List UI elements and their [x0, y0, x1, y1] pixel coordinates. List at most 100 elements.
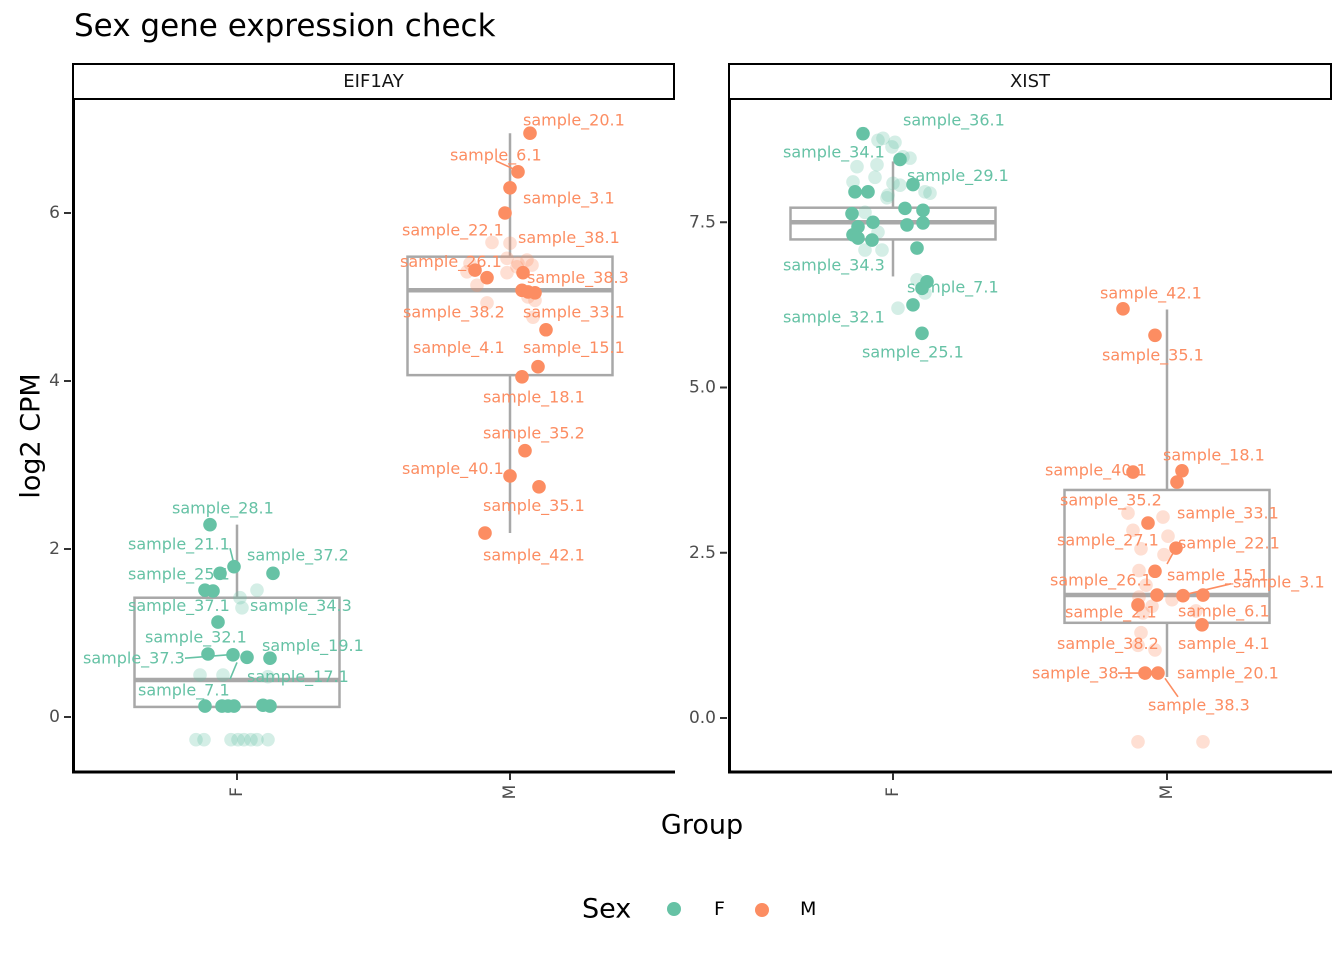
- data-point-faint: [893, 178, 907, 193]
- data-point: [518, 443, 532, 458]
- data-point-faint: [500, 265, 514, 280]
- data-point: [515, 370, 529, 384]
- data-point: [503, 181, 517, 195]
- data-point-faint: [1196, 734, 1210, 749]
- x-axis-title: Group: [660, 809, 744, 841]
- sample-label: sample_21.1: [128, 534, 230, 554]
- data-point-faint: [485, 235, 499, 250]
- sample-label: sample_37.3: [83, 649, 185, 669]
- data-point: [856, 126, 870, 141]
- data-point: [906, 298, 920, 312]
- data-point: [865, 233, 879, 247]
- data-point: [1169, 541, 1183, 555]
- data-point-faint: [918, 185, 932, 199]
- data-point-faint: [503, 236, 517, 251]
- sample-label: sample_38.1: [518, 228, 620, 248]
- y-tick-label: 7.5: [689, 212, 716, 232]
- data-point: [480, 270, 494, 285]
- data-point: [263, 699, 277, 713]
- sample-label: sample_7.1: [138, 681, 230, 701]
- sample-label: sample_40.1: [402, 459, 504, 479]
- data-point: [1195, 617, 1209, 632]
- data-point-faint: [500, 251, 514, 266]
- data-point: [1138, 666, 1152, 680]
- data-point: [1176, 588, 1190, 603]
- data-point-faint: [1139, 578, 1153, 592]
- data-point-faint: [235, 601, 249, 615]
- data-point: [845, 206, 859, 221]
- data-point-faint: [886, 176, 900, 191]
- y-tick-label: 4: [49, 371, 60, 391]
- legend-label-f: F: [714, 898, 725, 920]
- data-point-faint: [923, 186, 937, 200]
- sample-label: sample_38.1: [1032, 664, 1134, 684]
- sample-label: sample_15.1: [523, 338, 625, 358]
- y-axis-title: log2 CPM: [15, 373, 47, 499]
- sample-label: sample_37.1: [128, 596, 230, 616]
- data-point: [915, 326, 929, 341]
- sample-label: sample_2.1: [1065, 603, 1157, 623]
- sample-label: sample_25.1: [128, 565, 230, 585]
- data-point-faint: [197, 732, 211, 747]
- sample-label: sample_27.1: [1057, 531, 1159, 551]
- data-point: [893, 152, 907, 167]
- data-point-faint: [231, 732, 245, 747]
- sample-label: sample_22.1: [1178, 533, 1280, 553]
- sample-label: sample_33.1: [1177, 504, 1279, 524]
- sample-label: sample_6.1: [1178, 601, 1270, 621]
- data-point: [916, 203, 930, 218]
- x-tick-label: F: [227, 787, 247, 797]
- data-point-faint: [870, 157, 884, 172]
- data-point-faint: [888, 135, 902, 150]
- data-point: [915, 281, 929, 296]
- sample-label: sample_32.1: [145, 628, 247, 648]
- data-point: [906, 177, 920, 192]
- sample-label: sample_18.1: [483, 387, 585, 407]
- sample-label: sample_26.1: [1050, 570, 1152, 590]
- data-point-faint: [1156, 510, 1170, 524]
- data-point: [266, 566, 280, 581]
- data-point-faint: [525, 258, 539, 272]
- sample-label: sample_35.2: [483, 424, 585, 444]
- data-point: [468, 263, 482, 277]
- data-point-faint: [1157, 547, 1171, 562]
- sample-label: sample_35.1: [483, 496, 585, 516]
- sample-label: sample_28.1: [172, 498, 274, 518]
- y-tick-label: 0: [49, 707, 60, 727]
- sample-label: sample_36.1: [903, 110, 1005, 130]
- data-point: [866, 215, 880, 230]
- data-point-faint: [244, 732, 258, 747]
- box: [406, 255, 614, 377]
- sample-label: sample_33.1: [523, 303, 625, 323]
- data-point-faint: [871, 133, 885, 148]
- data-point: [1150, 588, 1164, 602]
- data-point-faint: [520, 253, 534, 267]
- y-tick-label: 0.0: [689, 708, 716, 728]
- data-point: [1170, 475, 1184, 489]
- y-tick-label: 2: [49, 539, 60, 559]
- data-point-faint: [189, 732, 203, 747]
- data-point-faint: [1161, 529, 1175, 544]
- data-point: [1131, 598, 1145, 612]
- data-point: [203, 517, 217, 532]
- data-point-faint: [1131, 638, 1145, 653]
- sample-label: sample_38.2: [1057, 634, 1159, 654]
- label-leader-line: [1164, 677, 1179, 698]
- data-point-faint: [880, 190, 894, 205]
- data-point-faint: [1165, 592, 1179, 607]
- label-leader-line: [184, 654, 229, 659]
- data-point: [503, 469, 517, 483]
- sample-label: sample_18.1: [1163, 445, 1265, 465]
- data-point: [511, 165, 525, 179]
- data-point: [201, 647, 215, 661]
- data-point-faint: [233, 590, 247, 605]
- data-point: [1148, 328, 1162, 343]
- sample-label: sample_25.1: [862, 342, 964, 362]
- data-point-faint: [903, 151, 917, 165]
- sample-label: sample_38.3: [527, 268, 629, 288]
- data-point-faint: [881, 188, 895, 202]
- sample-label: sample_32.1: [783, 307, 885, 327]
- sample-label: sample_20.1: [523, 110, 625, 130]
- data-point: [263, 651, 277, 665]
